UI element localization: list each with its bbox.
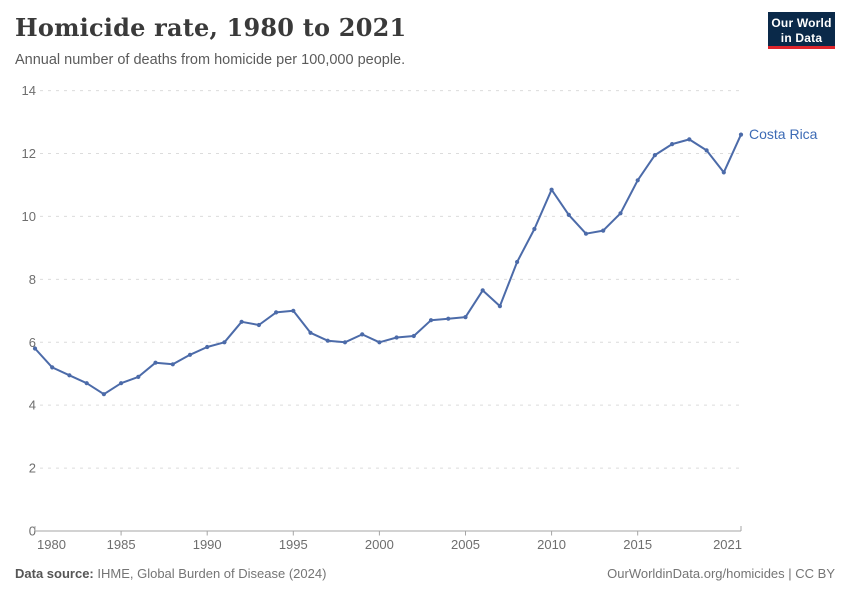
x-axis-tick-label: 2000: [365, 537, 394, 552]
data-point-marker[interactable]: [411, 333, 416, 339]
data-source-note: Data source: IHME, Global Burden of Dise…: [15, 566, 326, 581]
data-point-marker[interactable]: [377, 340, 382, 345]
series-line-costa-rica[interactable]: [34, 133, 742, 396]
owid-logo-stripe: [768, 46, 835, 49]
data-point-marker[interactable]: [618, 211, 623, 216]
y-axis-tick-label: 4: [29, 398, 36, 413]
data-point-marker[interactable]: [497, 304, 502, 309]
data-point-marker[interactable]: [153, 360, 158, 365]
data-point-marker[interactable]: [119, 381, 124, 386]
data-point-marker[interactable]: [670, 142, 675, 147]
data-point-marker[interactable]: [738, 132, 744, 137]
chart-canvas[interactable]: 0 2 4 6 8 10 12 14 1980 1985 1990 1995 2000 2005 2010 2…: [0, 80, 850, 560]
chart-subtitle: Annual number of deaths from homicide pe…: [15, 52, 406, 68]
y-axis-tick-label: 8: [29, 272, 36, 287]
y-axis-tick-label: 10: [22, 209, 36, 224]
y-axis-tick-label: 12: [22, 146, 36, 161]
data-point-marker[interactable]: [32, 346, 38, 351]
data-point-marker[interactable]: [428, 318, 434, 323]
y-axis-tick-label: 0: [29, 524, 36, 539]
data-point-marker[interactable]: [480, 288, 485, 293]
x-axis-tick-label: 1985: [107, 537, 136, 552]
data-point-marker[interactable]: [549, 187, 554, 192]
y-axis-tick-label: 14: [22, 83, 36, 98]
x-axis-tick-label: 2021: [713, 537, 742, 552]
data-point-marker[interactable]: [704, 148, 709, 153]
data-point-marker[interactable]: [308, 330, 313, 335]
data-point-marker[interactable]: [136, 374, 141, 379]
data-point-marker[interactable]: [515, 259, 520, 265]
data-point-marker[interactable]: [446, 316, 451, 321]
data-point-marker[interactable]: [463, 315, 468, 320]
data-point-marker[interactable]: [325, 338, 330, 343]
data-point-marker[interactable]: [360, 332, 365, 337]
data-point-marker[interactable]: [342, 340, 348, 345]
data-point-marker[interactable]: [170, 362, 175, 367]
data-point-marker[interactable]: [239, 319, 244, 324]
data-point-marker[interactable]: [601, 228, 606, 233]
data-point-marker[interactable]: [532, 226, 537, 232]
data-point-marker[interactable]: [205, 344, 210, 350]
x-axis-tick-label: 2015: [623, 537, 652, 552]
data-point-marker[interactable]: [84, 381, 89, 386]
data-point-marker[interactable]: [222, 340, 227, 345]
x-axis-tick-label: 1980: [37, 537, 66, 552]
data-point-marker[interactable]: [687, 137, 692, 142]
data-point-marker[interactable]: [274, 310, 279, 315]
owid-logo[interactable]: Our World in Data: [768, 12, 835, 49]
data-point-marker[interactable]: [50, 365, 55, 370]
y-axis-tick-label: 2: [29, 461, 36, 476]
data-point-marker[interactable]: [566, 212, 571, 217]
data-point-marker[interactable]: [67, 373, 72, 378]
data-source-text: IHME, Global Burden of Disease (2024): [93, 566, 327, 581]
data-point-marker[interactable]: [583, 231, 589, 236]
data-point-marker[interactable]: [187, 352, 193, 357]
data-point-marker[interactable]: [291, 308, 296, 313]
chart-title: Homicide rate, 1980 to 2021: [15, 13, 407, 42]
data-point-marker[interactable]: [652, 153, 658, 158]
entity-label[interactable]: Costa Rica: [749, 126, 818, 142]
data-point-marker[interactable]: [256, 322, 261, 328]
y-axis-tick-label: 6: [29, 335, 36, 350]
owid-logo-text-line1: Our World: [771, 16, 832, 31]
data-point-marker[interactable]: [635, 178, 640, 183]
x-axis-tick-label: 1995: [279, 537, 308, 552]
x-axis-tick-label: 1990: [193, 537, 222, 552]
data-point-marker[interactable]: [394, 335, 399, 340]
owid-logo-text-line2: in Data: [780, 30, 823, 45]
x-axis-tick-label: 2005: [451, 537, 480, 552]
x-axis-tick-label: 2010: [537, 537, 566, 552]
data-source-label: Data source:: [15, 566, 94, 581]
data-point-marker[interactable]: [721, 170, 726, 175]
data-point-marker[interactable]: [101, 392, 106, 397]
chart-footer: Data source: IHME, Global Burden of Dise…: [15, 566, 835, 581]
credit-link[interactable]: OurWorldinData.org/homicides | CC BY: [607, 566, 835, 581]
